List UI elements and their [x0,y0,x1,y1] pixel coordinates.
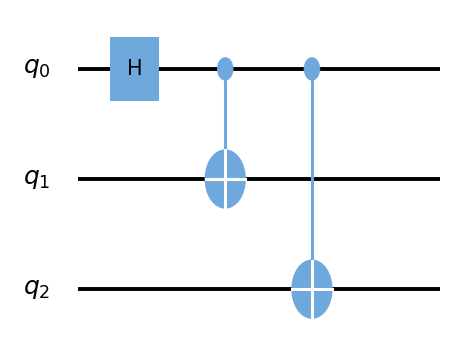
Text: $q_1$: $q_1$ [23,168,50,190]
Text: $q_0$: $q_0$ [23,57,50,80]
Circle shape [292,261,332,318]
Text: H: H [127,59,142,79]
Circle shape [305,58,320,80]
Text: $q_2$: $q_2$ [23,278,50,301]
Circle shape [218,58,233,80]
FancyBboxPatch shape [110,37,159,101]
Circle shape [206,150,245,208]
